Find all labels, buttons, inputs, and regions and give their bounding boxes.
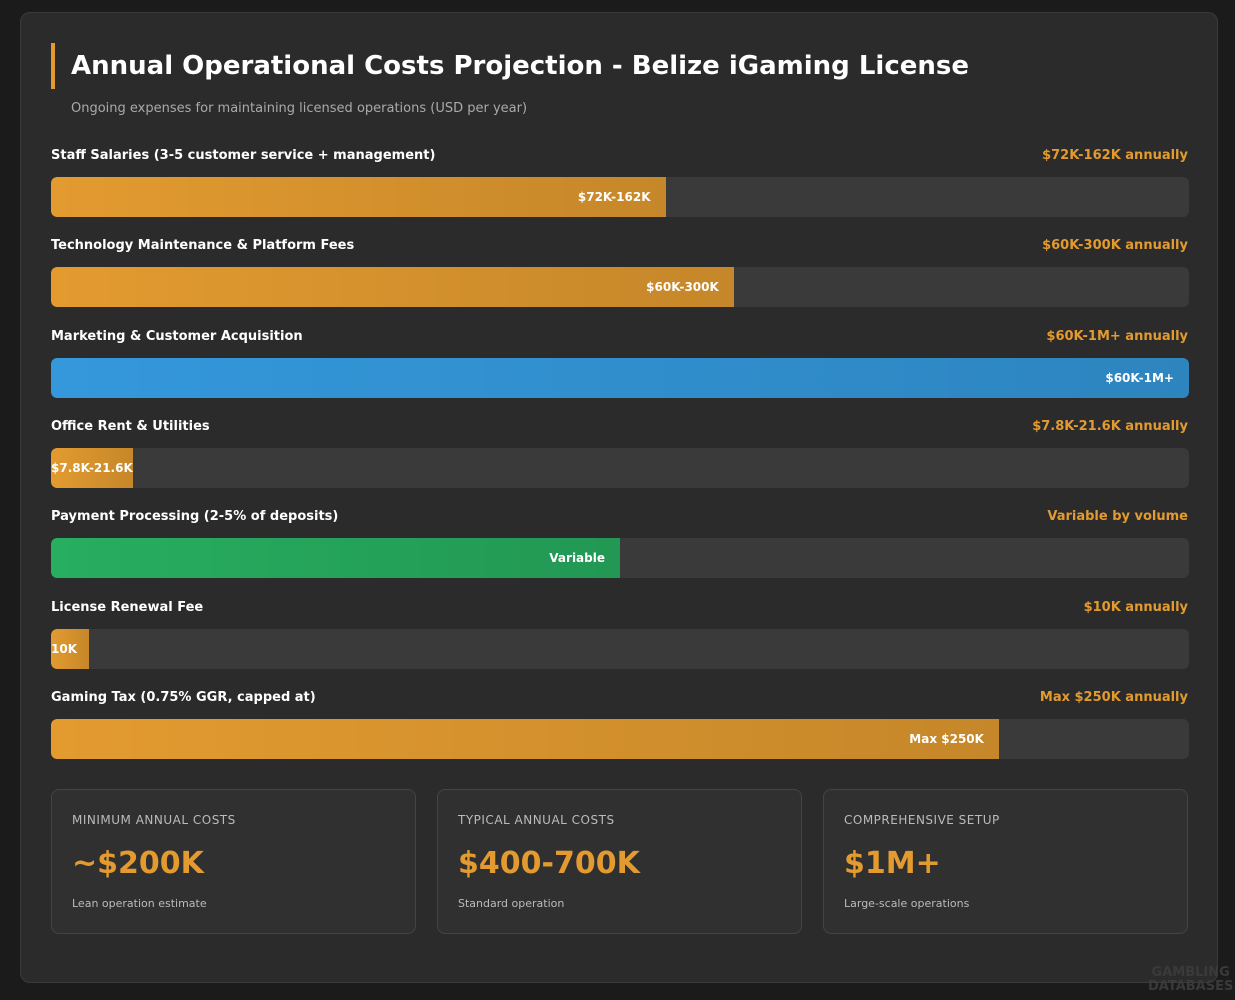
bar-track: $72K-162K bbox=[51, 177, 1189, 217]
summary-note: Standard operation bbox=[458, 897, 565, 910]
summary-card: TYPICAL ANNUAL COSTS $400-700K Standard op… bbox=[437, 789, 802, 934]
row-label: Payment Processing (2-5% of deposits) bbox=[51, 509, 339, 525]
row-amount: Variable by volume bbox=[1047, 509, 1188, 525]
summary-card: MINIMUM ANNUAL COSTS ~$200K Lean operation… bbox=[51, 789, 416, 934]
row-label: Marketing & Customer Acquisition bbox=[51, 328, 303, 344]
watermark-line: DATABASES bbox=[1148, 979, 1234, 994]
row-amount: $10K annually bbox=[1083, 599, 1188, 615]
summary-card: COMPREHENSIVE SETUP $1M+ Large-scale opera… bbox=[823, 789, 1188, 934]
title: Annual Operational Costs Projection - Be… bbox=[51, 43, 969, 89]
watermark: GAMBLING DATABASES bbox=[1148, 966, 1233, 994]
bar-fill: $72K-162K bbox=[51, 177, 666, 217]
summary-value: ~$200K bbox=[72, 846, 204, 881]
card: Annual Operational Costs Projection - Be… bbox=[20, 12, 1218, 983]
row-label: Gaming Tax (0.75% GGR, capped at) bbox=[51, 689, 316, 705]
bar-fill: 10K bbox=[51, 628, 89, 669]
bar-fill: Max $250K bbox=[51, 718, 999, 759]
watermark-line: GAMBLING bbox=[1151, 965, 1230, 980]
summary-label: COMPREHENSIVE SETUP bbox=[844, 813, 1000, 827]
bar-track: $60K-300K bbox=[51, 267, 1189, 308]
row-amount: $72K-162K annually bbox=[1042, 148, 1188, 163]
bar-track: Max $250K bbox=[51, 718, 1189, 759]
row-label: Staff Salaries (3-5 customer service + m… bbox=[51, 148, 436, 163]
summary-value: $400-700K bbox=[458, 846, 640, 881]
bar-fill: $60K-1M+ bbox=[51, 357, 1189, 398]
bar-track: Variable bbox=[51, 538, 1189, 579]
row-label: Technology Maintenance & Platform Fees bbox=[51, 238, 355, 254]
row-amount: $60K-1M+ annually bbox=[1046, 328, 1188, 344]
row-label: Office Rent & Utilities bbox=[51, 418, 210, 434]
summary-note: Large-scale operations bbox=[844, 897, 970, 910]
bar-track: $60K-1M+ bbox=[51, 357, 1189, 398]
subtitle: Ongoing expenses for maintaining license… bbox=[71, 101, 528, 116]
row-amount: $60K-300K annually bbox=[1042, 238, 1188, 254]
row-label: License Renewal Fee bbox=[51, 599, 204, 615]
row-amount: Max $250K annually bbox=[1039, 689, 1188, 705]
bar-fill: Variable bbox=[51, 538, 620, 579]
bar-track: $7.8K-21.6K bbox=[51, 447, 1189, 488]
bar-fill: $7.8K-21.6K bbox=[51, 447, 133, 488]
bar-fill: $60K-300K bbox=[51, 267, 734, 308]
bar-track: 10K bbox=[51, 628, 1189, 669]
summary-note: Lean operation estimate bbox=[72, 897, 207, 910]
summary-label: TYPICAL ANNUAL COSTS bbox=[458, 813, 615, 827]
summary-value: $1M+ bbox=[844, 846, 941, 881]
summary-label: MINIMUM ANNUAL COSTS bbox=[72, 813, 236, 827]
row-amount: $7.8K-21.6K annually bbox=[1032, 418, 1188, 434]
